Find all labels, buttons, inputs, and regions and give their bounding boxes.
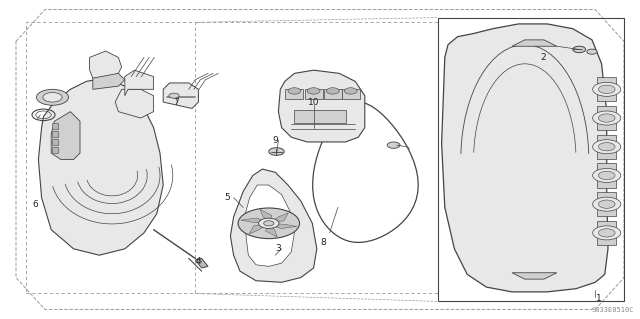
Text: 1: 1 [596,294,601,303]
Polygon shape [597,192,616,216]
Polygon shape [52,131,58,137]
Circle shape [169,93,179,98]
Circle shape [598,114,615,122]
Circle shape [593,82,621,96]
Polygon shape [51,112,80,160]
Polygon shape [342,89,360,99]
Circle shape [593,140,621,154]
Polygon shape [125,70,154,96]
Polygon shape [597,77,616,101]
Circle shape [598,85,615,93]
Text: 5: 5 [225,193,230,202]
Text: 8: 8 [321,238,326,247]
Circle shape [593,226,621,240]
Circle shape [43,93,62,102]
Circle shape [307,88,320,94]
Polygon shape [230,169,317,282]
Text: 7: 7 [173,98,179,107]
Text: 10: 10 [308,98,319,107]
Polygon shape [269,213,289,223]
Polygon shape [597,221,616,245]
Polygon shape [597,163,616,188]
Polygon shape [244,185,294,266]
Text: 3: 3 [276,244,281,253]
Circle shape [326,88,339,94]
Polygon shape [512,273,557,279]
Polygon shape [93,70,125,89]
Text: 6: 6 [33,200,38,209]
Polygon shape [163,83,198,108]
Circle shape [238,208,300,239]
Polygon shape [52,139,58,145]
Polygon shape [278,70,365,142]
Polygon shape [597,135,616,159]
Polygon shape [324,89,342,99]
Text: S033E0510C: S033E0510C [591,307,634,313]
Circle shape [573,46,586,53]
Text: 9: 9 [273,136,278,145]
Polygon shape [115,89,154,118]
Circle shape [593,168,621,182]
Polygon shape [442,24,608,292]
Polygon shape [260,210,272,223]
Polygon shape [269,223,297,229]
Text: 2: 2 [540,53,545,62]
Polygon shape [285,89,303,99]
Circle shape [587,49,597,54]
Polygon shape [249,223,269,234]
Polygon shape [195,258,208,268]
Polygon shape [38,78,163,255]
Circle shape [344,88,357,94]
Polygon shape [512,40,557,46]
Circle shape [598,229,615,237]
Polygon shape [241,218,269,223]
Polygon shape [305,89,323,99]
Circle shape [36,89,68,105]
Polygon shape [266,223,277,237]
Circle shape [269,148,284,155]
Circle shape [598,200,615,208]
Circle shape [259,218,279,228]
Circle shape [593,111,621,125]
Text: 4: 4 [196,257,201,266]
Polygon shape [597,106,616,130]
Polygon shape [90,51,122,78]
Circle shape [288,88,301,94]
Circle shape [598,143,615,151]
Polygon shape [294,110,346,123]
Circle shape [387,142,400,148]
Circle shape [593,197,621,211]
Circle shape [598,171,615,180]
Circle shape [264,221,274,226]
Polygon shape [52,123,58,129]
Polygon shape [52,147,58,153]
